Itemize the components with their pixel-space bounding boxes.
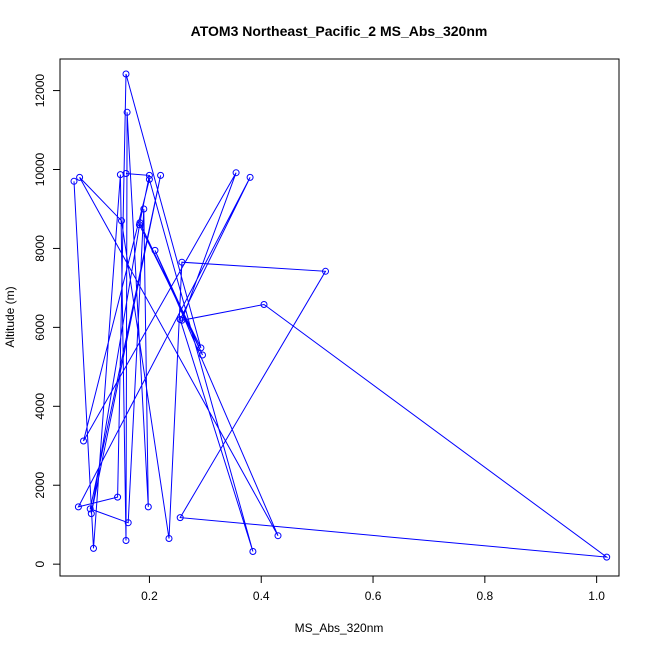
- data-point: [76, 173, 84, 181]
- data-point: [199, 351, 206, 359]
- x-tick-label: 0.6: [365, 589, 382, 603]
- data-point: [249, 548, 257, 555]
- y-tick-label: 0: [33, 561, 47, 568]
- data-point: [145, 175, 153, 183]
- x-tick-label: 0.8: [476, 589, 493, 603]
- data-point: [74, 503, 82, 511]
- chart-title: ATOM3 Northeast_Pacific_2 MS_Abs_320nm: [191, 23, 488, 39]
- data-point: [90, 544, 97, 552]
- data-point: [86, 505, 94, 513]
- data-point: [165, 535, 173, 542]
- data-point: [232, 169, 240, 177]
- data-point: [140, 205, 148, 213]
- data-point: [145, 171, 153, 179]
- data-point: [603, 553, 611, 561]
- data-point: [80, 437, 87, 445]
- x-axis: 0.2 0.4 0.6 0.8 1.0: [141, 575, 605, 603]
- data-point: [114, 493, 122, 501]
- data-point: [178, 258, 186, 266]
- plot-area: [70, 70, 611, 561]
- x-tick-label: 1.0: [588, 589, 605, 603]
- data-point: [151, 246, 159, 254]
- data-point: [122, 70, 130, 78]
- x-tick-label: 0.2: [141, 589, 158, 603]
- y-axis-label: Altitude (m): [3, 286, 17, 347]
- x-tick-label: 0.4: [253, 589, 270, 603]
- plot-box: [59, 58, 620, 577]
- y-tick-label: 4000: [33, 393, 47, 420]
- y-tick-label: 12000: [33, 74, 47, 108]
- data-point: [87, 510, 95, 518]
- data-point: [246, 173, 254, 181]
- data-point: [124, 519, 132, 527]
- data-point: [322, 267, 329, 275]
- y-tick-label: 2000: [33, 472, 47, 499]
- data-point: [157, 171, 165, 179]
- data-point: [197, 344, 205, 352]
- data-point: [122, 537, 130, 544]
- y-tick-label: 10000: [33, 152, 47, 186]
- data-point: [260, 301, 268, 308]
- series-line: [73, 73, 609, 558]
- data-point: [118, 217, 125, 225]
- x-axis-label: MS_Abs_320nm: [295, 621, 384, 635]
- y-tick-label: 6000: [33, 314, 47, 341]
- y-tick-label: 8000: [33, 235, 47, 262]
- data-point: [176, 316, 184, 323]
- y-axis: 0 2000 4000 6000 8000 10000 12000: [33, 74, 61, 568]
- data-point: [123, 108, 131, 116]
- data-point: [274, 532, 282, 540]
- data-point: [122, 170, 130, 177]
- data-point: [135, 221, 143, 229]
- data-point: [144, 503, 152, 511]
- data-point: [176, 514, 184, 522]
- data-point: [70, 177, 78, 185]
